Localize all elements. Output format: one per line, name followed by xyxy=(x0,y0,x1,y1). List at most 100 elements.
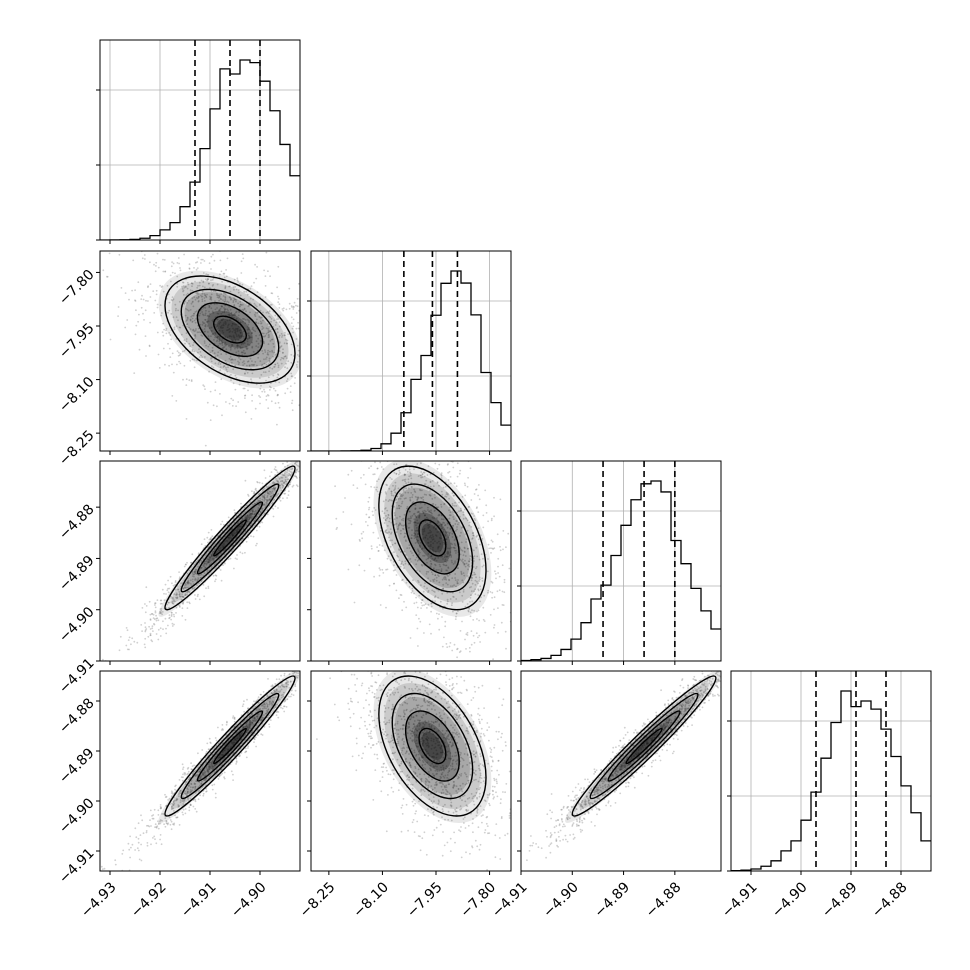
sample-point xyxy=(285,338,287,341)
sample-point xyxy=(226,326,229,329)
sample-point xyxy=(207,314,210,317)
sample-point xyxy=(301,454,303,456)
sample-point xyxy=(399,532,402,535)
sample-point xyxy=(210,553,213,556)
sample-point xyxy=(213,352,216,355)
sample-point xyxy=(269,275,271,278)
sample-point xyxy=(243,291,246,293)
sample-point xyxy=(236,554,238,556)
sample-point xyxy=(236,558,238,560)
sample-point xyxy=(140,814,142,817)
sample-point xyxy=(188,809,191,812)
sample-point xyxy=(430,531,433,533)
sample-point xyxy=(267,376,270,379)
sample-point xyxy=(111,679,113,681)
sample-point xyxy=(268,498,271,501)
sample-point xyxy=(446,526,449,529)
sample-point xyxy=(297,470,300,473)
sample-point xyxy=(467,564,469,567)
sample-point xyxy=(438,551,441,554)
sample-point xyxy=(398,469,401,472)
sample-point xyxy=(295,312,298,314)
sample-point xyxy=(433,578,436,581)
sample-point xyxy=(204,300,206,302)
sample-point xyxy=(212,560,215,562)
sample-point xyxy=(223,776,226,779)
sample-point xyxy=(194,280,196,283)
sample-point xyxy=(282,352,284,354)
sample-point xyxy=(154,611,157,614)
sample-point xyxy=(259,497,261,500)
sample-point xyxy=(476,618,478,620)
sample-point xyxy=(454,549,456,552)
sample-point xyxy=(230,529,233,531)
y-tick-label: −7.95 xyxy=(56,320,98,362)
sample-point xyxy=(374,522,377,525)
sample-point xyxy=(191,297,194,300)
sample-point xyxy=(439,537,442,540)
sample-point xyxy=(122,849,125,852)
sample-point xyxy=(159,602,162,605)
sample-point xyxy=(194,572,197,575)
sample-point xyxy=(251,510,254,512)
sample-point xyxy=(179,267,181,269)
sample-point xyxy=(294,475,296,477)
sample-point xyxy=(240,260,243,263)
sample-point xyxy=(301,381,303,383)
sample-point xyxy=(117,306,120,308)
sample-point xyxy=(442,518,445,521)
sample-point xyxy=(192,328,195,331)
sample-point xyxy=(212,283,215,286)
sample-point xyxy=(200,566,203,569)
sample-point xyxy=(443,502,446,505)
sample-point xyxy=(419,420,421,422)
sample-point xyxy=(269,385,271,388)
sample-point xyxy=(234,388,237,391)
sample-point xyxy=(232,544,234,547)
sample-point xyxy=(477,511,480,513)
sample-point xyxy=(475,566,478,568)
sample-point xyxy=(284,471,287,473)
sample-point xyxy=(230,373,232,376)
sample-point xyxy=(153,623,156,626)
sample-point xyxy=(203,342,206,344)
sample-point xyxy=(216,405,218,408)
sample-point xyxy=(152,613,155,616)
sample-point xyxy=(300,395,302,397)
sample-point xyxy=(243,298,246,300)
sample-point xyxy=(307,368,309,370)
sample-point xyxy=(397,524,400,526)
sample-point xyxy=(495,577,497,580)
sample-point xyxy=(444,564,447,567)
sample-point xyxy=(184,808,187,810)
sample-point xyxy=(176,275,179,278)
sample-point xyxy=(214,336,217,339)
sample-point xyxy=(322,337,324,339)
sample-point xyxy=(267,353,270,356)
sample-point xyxy=(327,448,329,450)
sample-point xyxy=(287,668,289,670)
sample-point xyxy=(219,569,222,571)
sample-point xyxy=(136,641,139,644)
sample-point xyxy=(416,530,419,532)
sample-point xyxy=(425,534,428,537)
sample-point xyxy=(324,444,326,446)
sample-point xyxy=(319,653,321,655)
sample-point xyxy=(152,630,154,632)
sample-point xyxy=(394,430,396,432)
sample-point xyxy=(496,533,499,536)
sample-point xyxy=(214,796,217,799)
sample-point xyxy=(416,511,419,514)
sample-point xyxy=(493,496,495,499)
sample-point xyxy=(281,484,284,487)
sample-point xyxy=(335,517,338,520)
sample-point xyxy=(290,361,293,364)
sample-point xyxy=(175,307,177,310)
sample-point xyxy=(197,552,200,555)
sample-point xyxy=(192,329,194,332)
sample-point xyxy=(141,294,143,297)
sample-point xyxy=(447,551,449,554)
sample-point xyxy=(516,532,518,534)
sample-point xyxy=(206,559,208,562)
sample-point xyxy=(247,334,250,337)
